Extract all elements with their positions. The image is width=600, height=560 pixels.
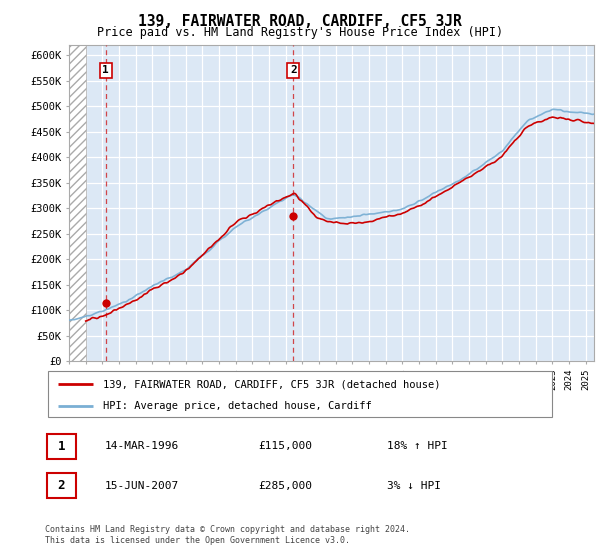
FancyBboxPatch shape xyxy=(48,371,552,417)
FancyBboxPatch shape xyxy=(47,473,76,498)
Text: 1: 1 xyxy=(58,440,65,453)
Text: 1: 1 xyxy=(102,66,109,75)
Text: 18% ↑ HPI: 18% ↑ HPI xyxy=(387,441,448,451)
Text: 2: 2 xyxy=(58,479,65,492)
Text: 14-MAR-1996: 14-MAR-1996 xyxy=(105,441,179,451)
Text: Price paid vs. HM Land Registry's House Price Index (HPI): Price paid vs. HM Land Registry's House … xyxy=(97,26,503,39)
Text: 139, FAIRWATER ROAD, CARDIFF, CF5 3JR (detached house): 139, FAIRWATER ROAD, CARDIFF, CF5 3JR (d… xyxy=(103,379,441,389)
FancyBboxPatch shape xyxy=(47,435,76,459)
Text: £285,000: £285,000 xyxy=(258,480,312,491)
Text: 15-JUN-2007: 15-JUN-2007 xyxy=(105,480,179,491)
Text: 3% ↓ HPI: 3% ↓ HPI xyxy=(387,480,441,491)
Text: 2: 2 xyxy=(290,66,297,75)
Text: HPI: Average price, detached house, Cardiff: HPI: Average price, detached house, Card… xyxy=(103,401,372,410)
Text: £115,000: £115,000 xyxy=(258,441,312,451)
Bar xyxy=(69,45,86,361)
Text: Contains HM Land Registry data © Crown copyright and database right 2024.
This d: Contains HM Land Registry data © Crown c… xyxy=(45,525,410,545)
Text: 139, FAIRWATER ROAD, CARDIFF, CF5 3JR: 139, FAIRWATER ROAD, CARDIFF, CF5 3JR xyxy=(138,14,462,29)
